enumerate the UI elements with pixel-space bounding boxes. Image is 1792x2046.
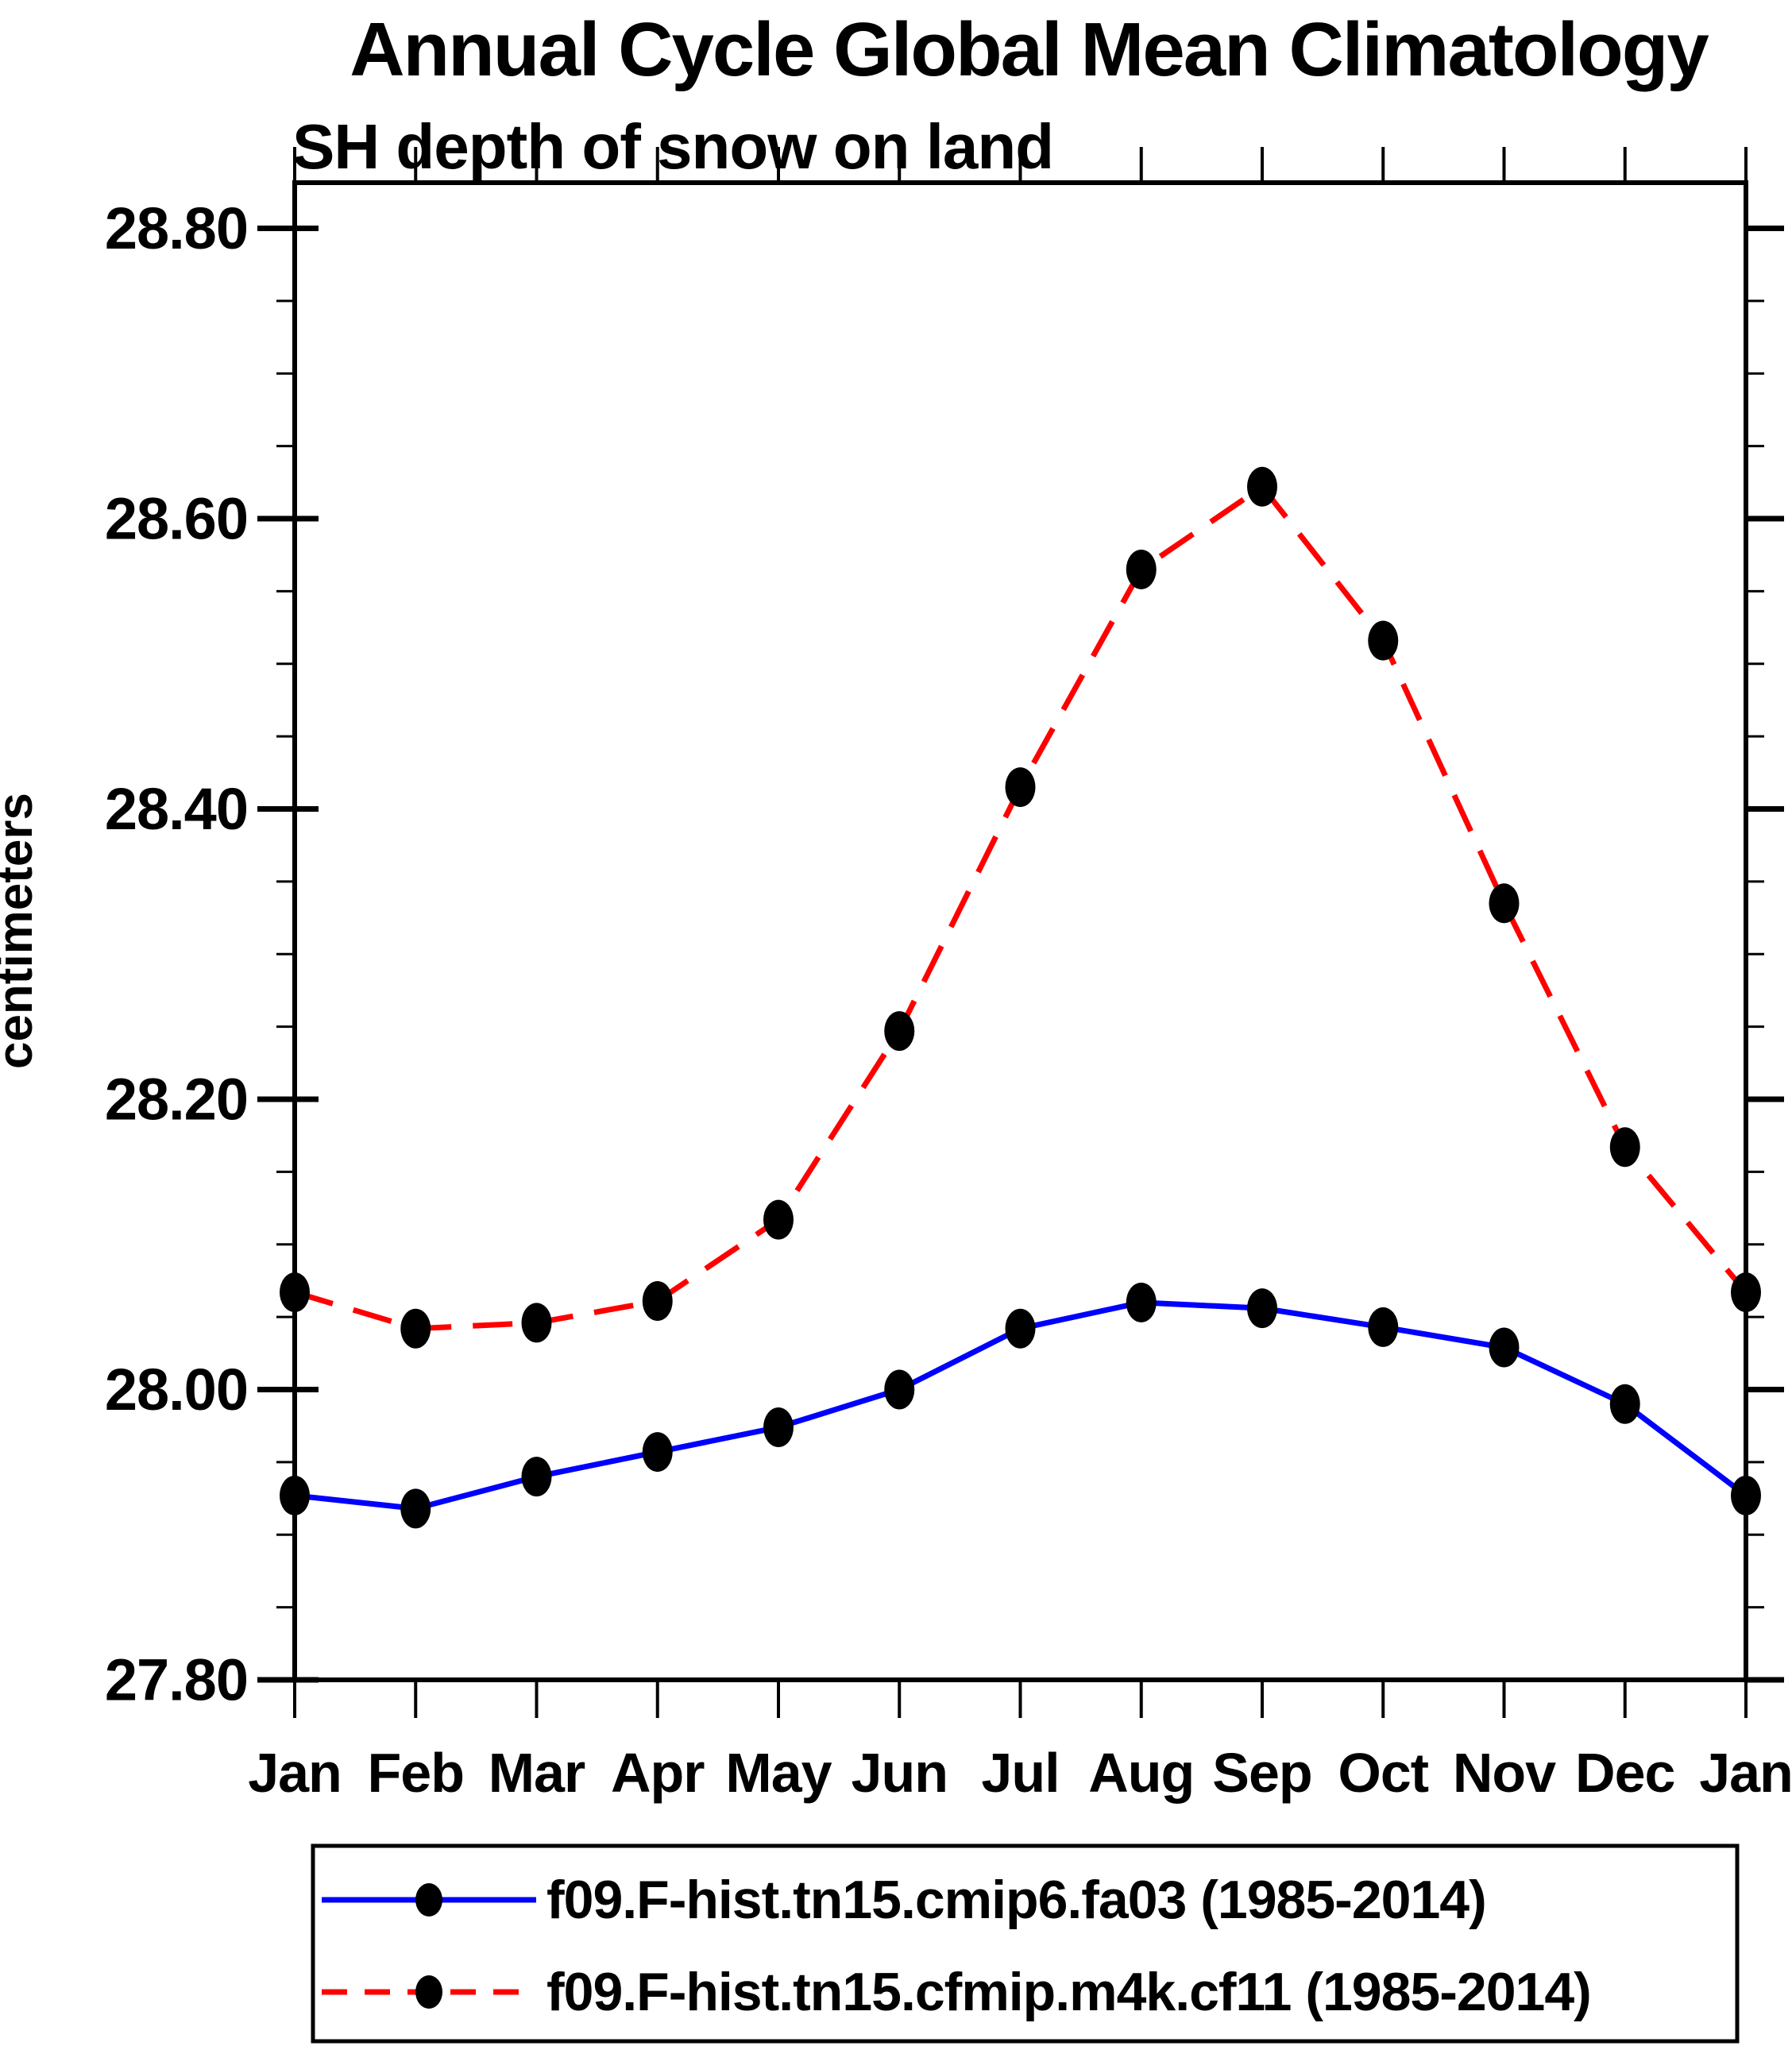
plot-border [292,180,1748,1682]
x-tick-label: Aug [1088,1742,1194,1804]
data-point-marker [400,1488,431,1529]
y-tick-label: 28.40 [105,776,248,842]
legend-label-series-2: f09.F-hist.tn15.cfmip.m4k.cf11 (1985-201… [546,1962,1591,2022]
data-point-marker [400,1308,431,1349]
data-point-marker [1247,1288,1277,1329]
x-tick-label: Jul [981,1742,1059,1804]
data-point-marker [1609,1127,1640,1168]
data-point-marker [280,1475,310,1515]
data-point-marker [1731,1475,1761,1515]
data-point-marker [1609,1384,1640,1424]
x-tick-label: May [725,1742,832,1804]
data-point-marker [763,1407,794,1448]
data-point-marker [1247,466,1277,507]
x-tick-label: Jun [852,1742,948,1804]
data-point-marker [642,1281,673,1322]
x-tick-label: Oct [1338,1742,1428,1804]
data-point-marker [1731,1272,1761,1313]
data-point-marker [1489,883,1520,924]
x-tick-labels: Jan Feb Mar Apr May Jun Jul Aug Sep Oct Nov Dec Jan [248,1742,1792,1804]
legend-box [311,1843,1740,2044]
y-tick-label: 27.80 [105,1647,248,1713]
data-point-marker [1489,1327,1520,1368]
series-line-2 [293,483,1748,1332]
data-point-marker [1368,620,1399,661]
y-tick-label: 28.00 [105,1357,248,1423]
y-tick-labels: 27.80 28.00 28.20 28.40 28.60 28.80 [105,195,249,1713]
y-tick-label: 28.80 [105,195,248,261]
data-point-marker [280,1272,310,1313]
chart-subtitle: SH depth of snow on land [292,111,1053,182]
data-point-marker [1005,767,1036,808]
data-point-marker [1005,1308,1036,1349]
x-axis-ticks [293,147,1748,1718]
data-point-marker [884,1011,915,1052]
legend-sample-marker [415,1883,442,1917]
x-tick-label: Jan [1699,1742,1792,1804]
series-lines [293,483,1748,1511]
data-point-marker [763,1199,794,1240]
data-point-marker [1368,1307,1399,1347]
legend: f09.F-hist.tn15.cmip6.fa03 (1985-2014) f… [311,1843,1740,2044]
x-tick-label: Feb [368,1742,464,1804]
y-tick-label: 28.60 [105,486,248,552]
chart-title: Annual Cycle Global Mean Climatology [350,7,1709,92]
x-tick-label: Dec [1575,1742,1674,1804]
y-axis-ticks [257,226,1784,1683]
x-tick-label: Jan [248,1742,342,1804]
data-point-marker [642,1432,673,1473]
data-point-marker [1126,1282,1157,1322]
y-tick-label: 28.20 [105,1067,248,1133]
series-markers [280,466,1761,1529]
x-tick-label: Sep [1212,1742,1311,1804]
data-point-marker [1126,549,1157,589]
data-point-marker [521,1303,552,1343]
data-point-marker [884,1369,915,1410]
data-point-marker [521,1457,552,1497]
x-tick-label: Apr [611,1742,705,1804]
x-tick-label: Mar [489,1742,585,1804]
y-axis-label: centimeters [0,793,43,1069]
x-tick-label: Nov [1453,1742,1556,1804]
legend-label-series-1: f09.F-hist.tn15.cmip6.fa03 (1985-2014) [546,1870,1486,1930]
legend-samples [322,1883,536,2009]
legend-sample-marker [415,1975,442,2009]
